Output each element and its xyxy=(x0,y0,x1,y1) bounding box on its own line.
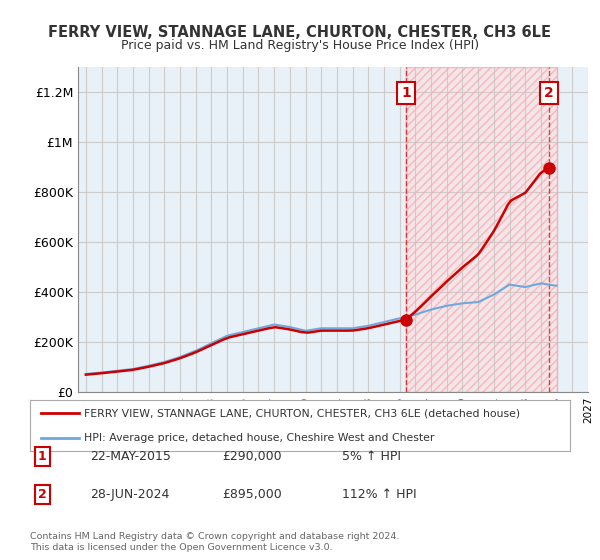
Text: 22-MAY-2015: 22-MAY-2015 xyxy=(90,450,171,463)
Text: FERRY VIEW, STANNAGE LANE, CHURTON, CHESTER, CH3 6LE (detached house): FERRY VIEW, STANNAGE LANE, CHURTON, CHES… xyxy=(84,408,520,418)
Text: HPI: Average price, detached house, Cheshire West and Chester: HPI: Average price, detached house, Ches… xyxy=(84,433,434,443)
Text: Contains HM Land Registry data © Crown copyright and database right 2024.
This d: Contains HM Land Registry data © Crown c… xyxy=(30,532,400,552)
Text: 2: 2 xyxy=(544,86,554,100)
Bar xyxy=(406,67,557,392)
Bar xyxy=(406,67,557,392)
Text: FERRY VIEW, STANNAGE LANE, CHURTON, CHESTER, CH3 6LE: FERRY VIEW, STANNAGE LANE, CHURTON, CHES… xyxy=(49,25,551,40)
Text: 28-JUN-2024: 28-JUN-2024 xyxy=(90,488,169,501)
Text: £895,000: £895,000 xyxy=(222,488,282,501)
Text: 5% ↑ HPI: 5% ↑ HPI xyxy=(342,450,401,463)
Text: 112% ↑ HPI: 112% ↑ HPI xyxy=(342,488,416,501)
Text: £290,000: £290,000 xyxy=(222,450,281,463)
Text: 1: 1 xyxy=(401,86,411,100)
Text: Price paid vs. HM Land Registry's House Price Index (HPI): Price paid vs. HM Land Registry's House … xyxy=(121,39,479,52)
Text: 1: 1 xyxy=(38,450,46,463)
Text: 2: 2 xyxy=(38,488,46,501)
